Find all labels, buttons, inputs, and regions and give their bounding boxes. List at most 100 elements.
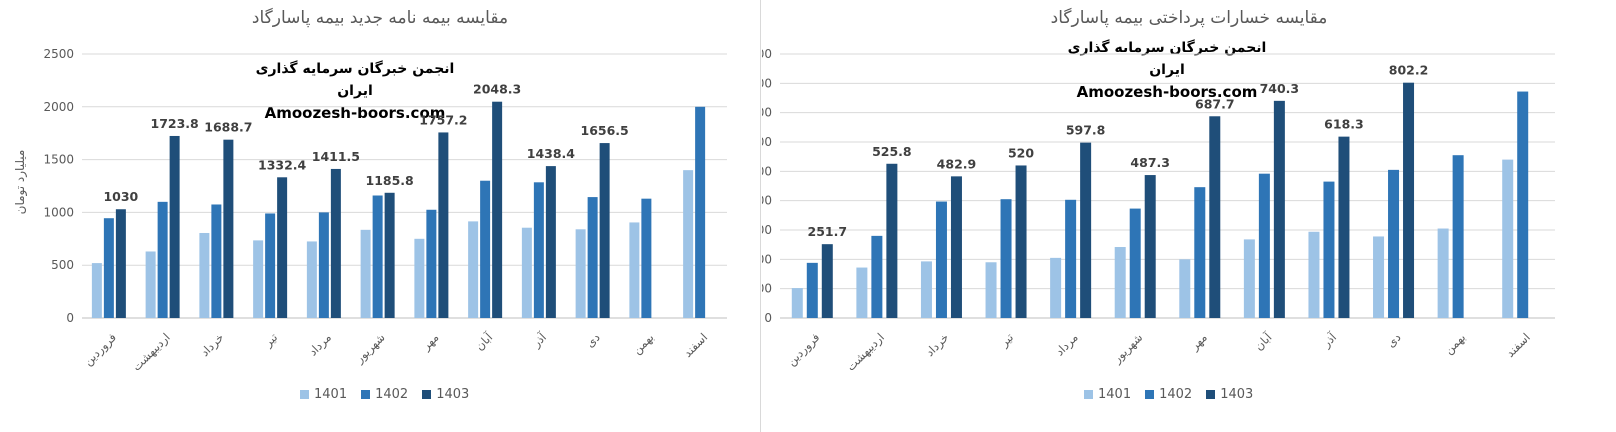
bar-1403 [438,132,449,318]
bar-1401 [253,240,264,318]
bar-1403 [1338,136,1350,318]
legend-label: 1401 [1098,387,1132,402]
bar-1402 [806,262,818,318]
legend-swatch [422,390,432,399]
bar-1402 [1452,155,1464,318]
x-tick-label: تیر [260,330,281,351]
bar-1402 [695,106,706,318]
bar-1402 [587,197,598,318]
x-tick-label: اردیبهشت [129,330,173,374]
bar-1401 [1373,236,1385,318]
bar-1403 [1209,116,1221,319]
bar-1403 [1015,165,1027,318]
data-label: 1723.8 [151,116,199,131]
data-label: 251.7 [808,224,848,239]
bar-1402 [1194,187,1206,318]
x-tick-label: مرداد [306,330,335,359]
bar-1403 [169,135,180,318]
bar-1402 [211,204,222,318]
bar-1403 [545,166,556,318]
x-tick-label: آذر [529,330,551,352]
x-tick-label: شهریور [1109,330,1146,367]
x-tick-label: فروردین [784,330,823,369]
x-tick-label: شهریور [352,330,389,367]
bar-1402 [1258,173,1270,318]
legend-swatch [1145,390,1155,399]
data-label: 1757.2 [419,112,467,127]
bar-1402 [103,218,114,318]
legend-label: 1402 [375,387,409,402]
watermark-line1: انجمن خبرگان سرمایه گذاری ایران [1067,40,1267,78]
bar-1401 [1114,247,1126,318]
data-label: 687.7 [1195,96,1235,111]
legend: 1401 1402 1403 [1084,387,1253,402]
data-label: 520 [1008,145,1034,160]
legend-swatch [300,390,309,399]
y-tick-label: 1000 [43,205,74,219]
x-tick-label: اسفند [680,330,710,360]
bar-1401 [521,227,532,318]
legend-item-1403: 1403 [422,387,469,402]
watermark-line2: Amoozesh-boors.com [264,104,446,122]
bar-1401 [791,288,803,318]
bar-1402 [318,212,329,318]
x-tick-label: مهر [418,330,442,354]
legend-label: 1403 [1220,387,1254,402]
bar-1401 [360,229,371,318]
bar-1403 [886,163,898,318]
bar-1403 [1273,100,1285,318]
bar-1401 [683,170,694,318]
bar-1402 [533,182,544,318]
bar-1401 [575,229,586,318]
watermark-line2: Amoozesh-boors.com [1076,83,1258,101]
x-tick-label: بهمن [630,330,658,358]
data-label: 1411.5 [312,149,360,164]
y-tick-label: 0 [764,311,772,325]
bar-1402 [480,180,491,318]
bar-1401 [145,251,156,318]
bar-1402 [871,235,883,318]
x-tick-label: خرداد [923,330,953,360]
bar-1403 [330,168,341,318]
bar-chart-plot: 0 100 200 300 400 500 600 700 800 900 251.7 فروردین… [762,47,1555,374]
bar-1402 [372,195,383,318]
panel-divider [760,0,761,432]
bar-1403 [950,176,962,318]
x-tick-label: آبان [1252,330,1275,353]
data-label: 1030 [103,189,138,204]
y-tick-label: 800 [762,76,772,90]
chart-title: مقایسه خسارات پرداختی بیمه پاسارگاد [1050,8,1328,28]
bar-1401 [1308,231,1320,318]
chart-panel-new-policies: مقایسه بیمه نامه جدید بیمه پاسارگاد انجم… [0,0,760,432]
bar-chart-plot: 0 500 1000 1500 2000 2500 1030 فروردین 1723.8 ارد… [43,47,727,374]
legend-swatch [1084,390,1093,399]
data-label: 2048.3 [473,82,521,97]
bar-1402 [1000,199,1012,318]
bar-1403 [223,139,234,318]
legend-item-1401: 1401 [300,387,347,402]
bar-1403 [384,192,395,318]
bar-1401 [920,261,932,318]
y-tick-label: 0 [66,311,74,325]
x-tick-label: اردیبهشت [844,330,888,374]
bar-1401 [414,238,425,318]
data-label: 618.3 [1324,117,1364,132]
bar-1402 [265,213,276,318]
bar-1403 [115,209,126,318]
bar-1402 [1065,199,1077,318]
bar-1401 [985,262,997,318]
legend-item-1402: 1402 [1145,387,1192,402]
legend-swatch [1206,390,1216,399]
watermark-line1: انجمن خبرگان سرمایه گذاری ایران [255,61,455,99]
legend-swatch [361,390,371,399]
legend: 1401 1402 1403 [300,387,469,402]
bar-1401 [91,263,102,318]
bar-1401 [629,222,640,318]
y-tick-label: 100 [762,282,772,296]
y-tick-label: 700 [762,106,772,120]
y-tick-label: 600 [762,135,772,149]
bar-1401 [199,232,210,318]
legend-item-1402: 1402 [361,387,408,402]
x-tick-label: تیر [996,330,1017,351]
y-tick-label: 500 [51,258,74,272]
